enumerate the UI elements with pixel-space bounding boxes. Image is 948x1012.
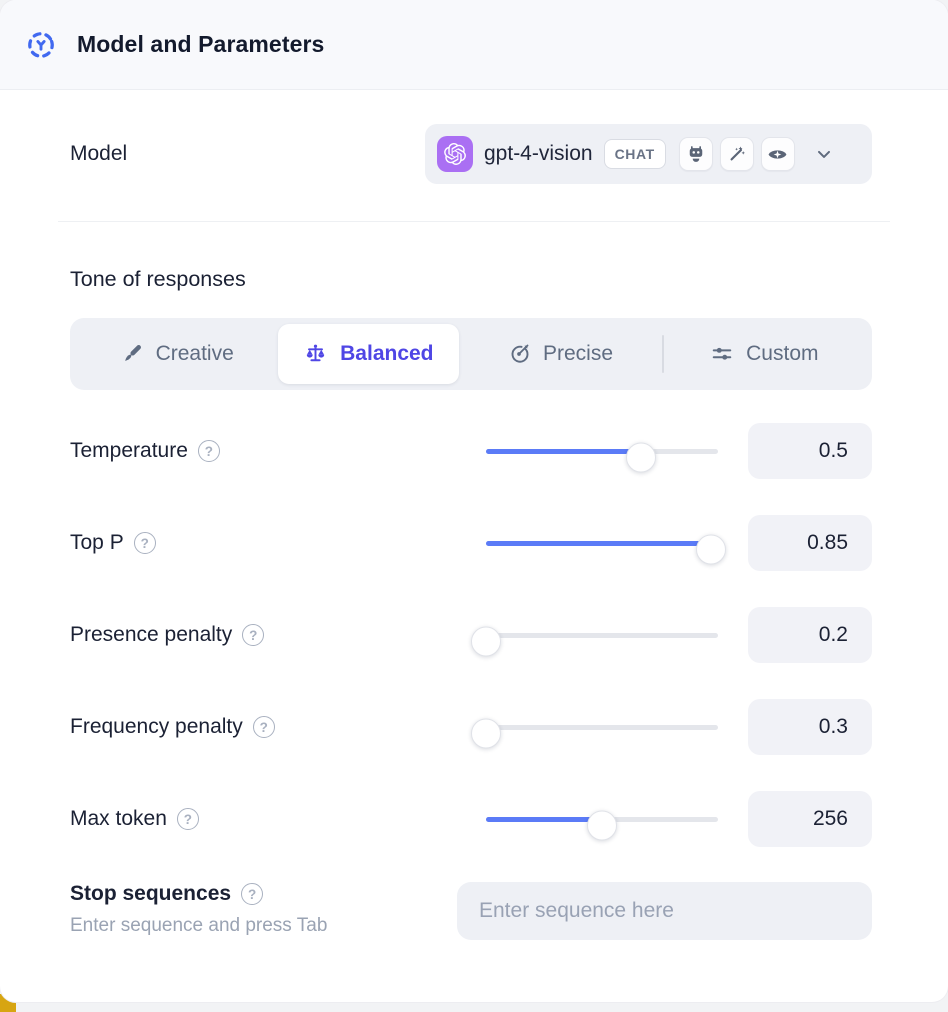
param-value[interactable]: 0.3 xyxy=(748,699,872,755)
panel-header: Model and Parameters xyxy=(0,0,948,90)
robot-icon xyxy=(678,137,713,171)
tone-segmented-control: Creative Balanced xyxy=(70,318,872,390)
param-value[interactable]: 0.2 xyxy=(748,607,872,663)
chevron-down-icon xyxy=(814,144,834,164)
param-label: Frequency penalty xyxy=(70,715,243,738)
param-row-top-p: Top P ? 0.85 xyxy=(70,513,872,573)
help-icon[interactable]: ? xyxy=(197,440,220,462)
param-slider[interactable] xyxy=(486,804,718,840)
param-value[interactable]: 0.5 xyxy=(748,423,872,479)
help-icon[interactable]: ? xyxy=(176,808,199,830)
sliders-icon xyxy=(711,343,733,365)
param-row-temperature: Temperature ? 0.5 xyxy=(70,421,872,481)
param-slider[interactable] xyxy=(486,528,727,564)
model-select-dropdown[interactable]: gpt-4-vision CHAT xyxy=(425,124,872,184)
slider-thumb[interactable] xyxy=(696,534,727,564)
param-value[interactable]: 0.85 xyxy=(748,515,872,571)
help-icon[interactable]: ? xyxy=(133,532,156,554)
tone-option-custom[interactable]: Custom xyxy=(664,324,866,384)
param-value[interactable]: 256 xyxy=(748,791,872,847)
slider-fill xyxy=(486,817,602,822)
magic-wand-icon xyxy=(719,137,754,171)
tone-option-balanced[interactable]: Balanced xyxy=(278,324,460,384)
param-row-presence-penalty: Presence penalty ? 0.2 xyxy=(70,605,872,665)
slider-fill xyxy=(486,449,642,454)
stop-sequences-label: Stop sequences xyxy=(70,882,232,905)
slider-fill xyxy=(486,541,712,546)
stop-sequences-helper: Enter sequence and press Tab xyxy=(70,915,328,936)
slider-thumb[interactable] xyxy=(471,626,501,656)
help-icon[interactable]: ? xyxy=(241,883,264,905)
openai-logo-icon xyxy=(437,136,473,172)
tone-option-label: Custom xyxy=(746,342,819,365)
help-icon[interactable]: ? xyxy=(242,624,265,646)
tone-option-label: Creative xyxy=(155,342,234,365)
param-slider[interactable] xyxy=(471,620,718,656)
segmented-divider xyxy=(661,335,664,373)
model-row: Model gpt-4-vision CHAT xyxy=(70,124,872,184)
help-icon[interactable]: ? xyxy=(252,716,275,738)
model-dashed-circle-icon xyxy=(26,30,56,60)
param-row-max-token: Max token ? 256 xyxy=(70,789,872,849)
model-label: Model xyxy=(70,142,128,165)
paintbrush-icon xyxy=(121,343,143,365)
model-capability-chips xyxy=(678,137,795,171)
tone-option-creative[interactable]: Creative xyxy=(76,324,278,384)
slider-thumb[interactable] xyxy=(471,718,501,748)
param-label: Top P xyxy=(70,531,124,554)
param-label: Presence penalty xyxy=(70,623,233,646)
tone-heading: Tone of responses xyxy=(70,267,246,291)
stop-sequences-label-block: Stop sequences ? Enter sequence and pres… xyxy=(70,882,327,937)
slider-thumb[interactable] xyxy=(587,810,617,840)
tone-option-precise[interactable]: Precise xyxy=(459,324,661,384)
param-slider[interactable] xyxy=(471,712,718,748)
target-icon xyxy=(508,343,530,365)
parameters-list: Temperature ? 0.5 Top P ? xyxy=(70,421,872,849)
vision-eye-icon xyxy=(760,137,795,171)
param-label: Max token xyxy=(70,807,167,830)
stop-sequence-input[interactable] xyxy=(457,882,872,940)
stop-sequences-row: Stop sequences ? Enter sequence and pres… xyxy=(70,882,872,940)
param-slider[interactable] xyxy=(486,436,718,472)
tone-option-label: Balanced xyxy=(340,342,434,365)
balance-scale-icon xyxy=(304,343,327,366)
slider-thumb[interactable] xyxy=(626,442,657,472)
model-type-badge: CHAT xyxy=(603,139,666,169)
selected-model-name: gpt-4-vision xyxy=(484,142,593,165)
tone-option-label: Precise xyxy=(542,342,613,365)
panel-title: Model and Parameters xyxy=(77,31,325,57)
param-label: Temperature xyxy=(70,439,188,462)
section-divider xyxy=(58,221,890,222)
param-row-frequency-penalty: Frequency penalty ? 0.3 xyxy=(70,697,872,757)
